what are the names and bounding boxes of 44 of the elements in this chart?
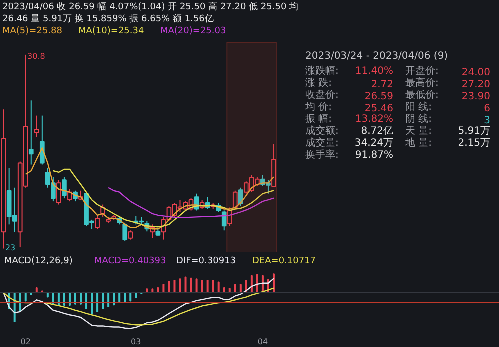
text: DEA=0.10717 (252, 256, 316, 266)
text: 23.90 (462, 92, 491, 102)
text: 27.20 (462, 80, 491, 90)
text: 2.15万 (458, 138, 490, 149)
text: 涨跌幅: (306, 65, 339, 77)
text: 91.87% (355, 150, 394, 161)
text: 收盘价: (306, 89, 339, 101)
text: 天 量: (406, 126, 432, 137)
text: 成交量: (306, 137, 339, 149)
chart-title: 2023/04/06 收 26.59 幅 4.07%(1.04) 开 25.50 高 27.20 低 25.50 均 26.46 量 5.91万 换 15.859% 振 6.65% 额 1.56亿 (2, 2, 299, 24)
text: 6 (484, 104, 491, 114)
text: 成交额: (306, 125, 339, 137)
text: 阳 线: (406, 101, 432, 113)
text: MA(20)=25.03 (160, 26, 226, 36)
text: 2023/03/24 - 2023/04/06 (9) (306, 51, 448, 62)
text: 涨 跌: (306, 77, 332, 89)
x-tick-label: 03 (131, 338, 142, 346)
annotation: 30.8 (28, 52, 46, 62)
text: 地 量: (404, 137, 432, 149)
text: 2.72 (371, 80, 394, 90)
text: 最低价: (406, 89, 439, 101)
text: MA(10)=25.34 (78, 26, 144, 36)
text: 11.40% (355, 66, 394, 77)
series-label: MACD=0.40393 (94, 256, 166, 266)
text: 25.46 (364, 104, 394, 114)
annotation: 23 (5, 244, 16, 253)
text: 24.00 (462, 68, 491, 78)
text: 最高价: (406, 77, 439, 89)
text: 阴 线: (406, 113, 432, 125)
text: 均 价: (304, 101, 332, 113)
text: 5.91万 (458, 126, 490, 137)
text: 开盘价: (406, 65, 439, 77)
text: 换手率: (306, 149, 339, 161)
x-tick-label: 04 (258, 338, 268, 346)
text: 8.72亿 (361, 126, 394, 137)
text: 34.24万 (354, 138, 394, 149)
text: 振 幅: (306, 113, 332, 125)
chart-title: MACD(12,26,9) (4, 256, 73, 266)
text: DIF=0.30913 (176, 256, 236, 266)
text: 13.82% (355, 114, 394, 125)
x-tick-label: 02 (20, 338, 31, 346)
text: MA(5)=25.88 (2, 26, 63, 36)
text: 26.59 (364, 92, 394, 102)
text: 3 (484, 116, 491, 126)
